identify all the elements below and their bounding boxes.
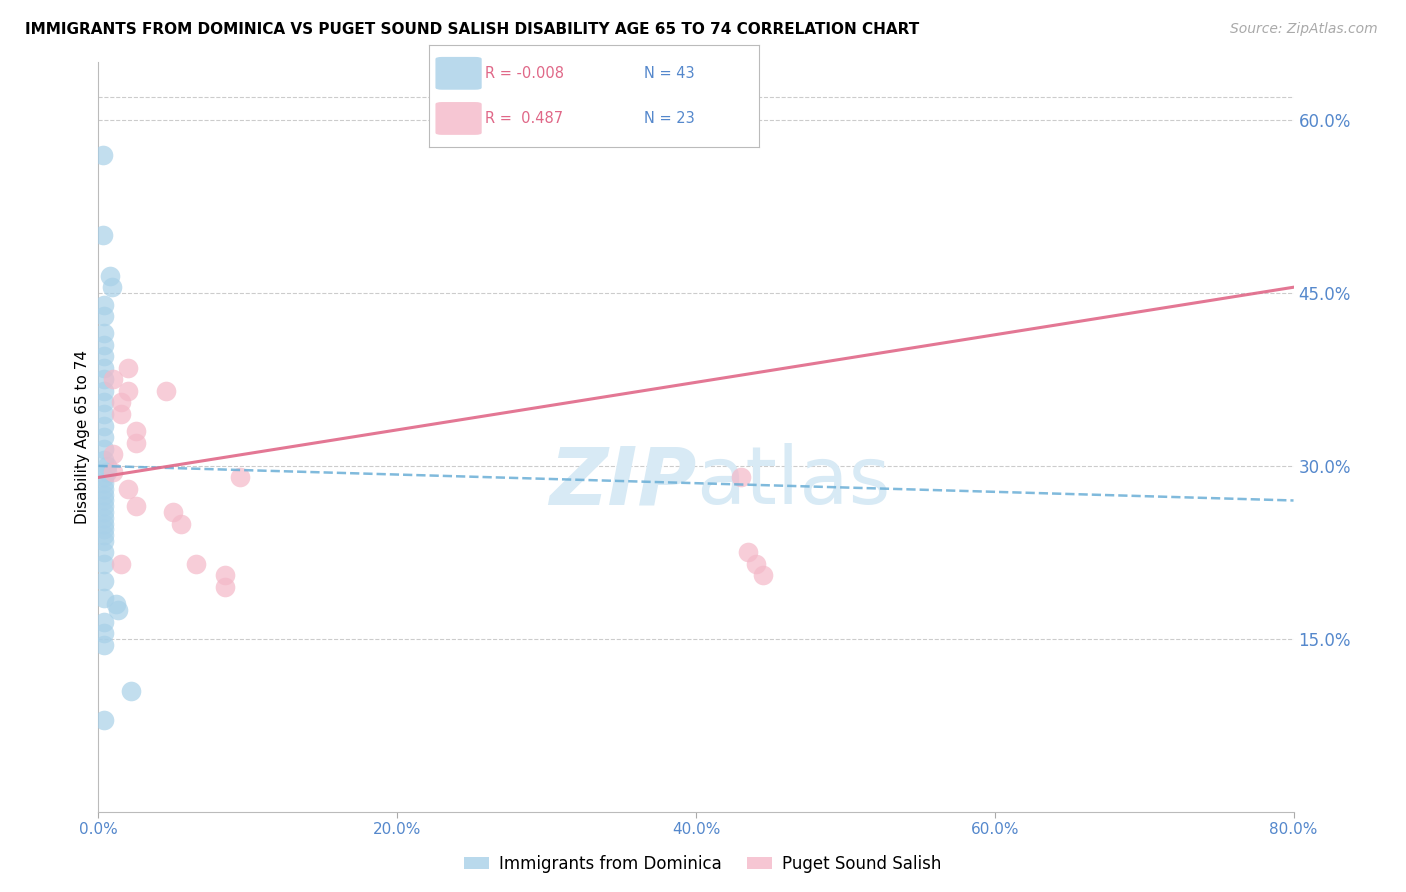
Point xyxy=(110,395,132,409)
Point xyxy=(93,384,115,398)
Legend: Immigrants from Dominica, Puget Sound Salish: Immigrants from Dominica, Puget Sound Sa… xyxy=(458,848,948,880)
Point xyxy=(184,557,207,571)
Point xyxy=(93,545,115,559)
Point xyxy=(162,505,184,519)
Point xyxy=(229,470,252,484)
Point xyxy=(98,268,122,283)
Point xyxy=(93,395,115,409)
Point xyxy=(93,482,115,496)
Point xyxy=(93,407,115,421)
Y-axis label: Disability Age 65 to 74: Disability Age 65 to 74 xyxy=(75,350,90,524)
Point xyxy=(103,465,125,479)
Point xyxy=(93,453,115,467)
Point xyxy=(93,360,115,375)
Point xyxy=(117,482,139,496)
Point xyxy=(752,568,775,582)
Point xyxy=(93,638,115,652)
Point xyxy=(91,228,114,243)
Text: IMMIGRANTS FROM DOMINICA VS PUGET SOUND SALISH DISABILITY AGE 65 TO 74 CORRELATI: IMMIGRANTS FROM DOMINICA VS PUGET SOUND … xyxy=(25,22,920,37)
Point xyxy=(96,465,118,479)
Point xyxy=(93,516,115,531)
Point xyxy=(120,683,142,698)
Text: N = 23: N = 23 xyxy=(644,111,695,126)
Point xyxy=(125,435,148,450)
Point xyxy=(103,447,125,461)
Point xyxy=(169,516,191,531)
Point xyxy=(730,470,752,484)
Point xyxy=(110,557,132,571)
Point xyxy=(214,568,236,582)
Point xyxy=(93,500,115,514)
Point xyxy=(96,458,118,473)
Point xyxy=(125,500,148,514)
Point xyxy=(93,574,115,589)
Point xyxy=(103,372,125,386)
Text: R =  0.487: R = 0.487 xyxy=(485,111,564,126)
FancyBboxPatch shape xyxy=(436,57,482,90)
Point xyxy=(93,442,115,456)
Point xyxy=(93,505,115,519)
Point xyxy=(93,557,115,571)
Point xyxy=(93,297,115,311)
Point xyxy=(117,384,139,398)
Point xyxy=(91,147,114,161)
Point xyxy=(101,280,124,294)
Point xyxy=(117,360,139,375)
Text: atlas: atlas xyxy=(696,443,890,521)
Point xyxy=(93,338,115,352)
Point xyxy=(93,615,115,629)
Point xyxy=(93,522,115,536)
Point xyxy=(93,476,115,491)
Point xyxy=(93,510,115,524)
Text: R = -0.008: R = -0.008 xyxy=(485,66,564,81)
Point xyxy=(93,326,115,341)
Text: Source: ZipAtlas.com: Source: ZipAtlas.com xyxy=(1230,22,1378,37)
Point xyxy=(214,580,236,594)
Point xyxy=(93,528,115,542)
Point xyxy=(93,713,115,727)
Point xyxy=(745,557,768,571)
Point xyxy=(93,470,115,484)
Point xyxy=(107,603,129,617)
Point xyxy=(155,384,177,398)
Point xyxy=(93,372,115,386)
Point xyxy=(93,430,115,444)
Point xyxy=(93,418,115,433)
Point xyxy=(125,425,148,439)
Point xyxy=(93,626,115,640)
Point xyxy=(105,597,128,611)
FancyBboxPatch shape xyxy=(436,102,482,135)
Point xyxy=(93,488,115,502)
Point xyxy=(110,407,132,421)
Point xyxy=(93,533,115,548)
Point xyxy=(737,545,759,559)
Text: ZIP: ZIP xyxy=(548,443,696,521)
Point xyxy=(93,493,115,508)
Point xyxy=(93,591,115,606)
Point xyxy=(93,350,115,364)
Point xyxy=(93,309,115,323)
Text: N = 43: N = 43 xyxy=(644,66,695,81)
